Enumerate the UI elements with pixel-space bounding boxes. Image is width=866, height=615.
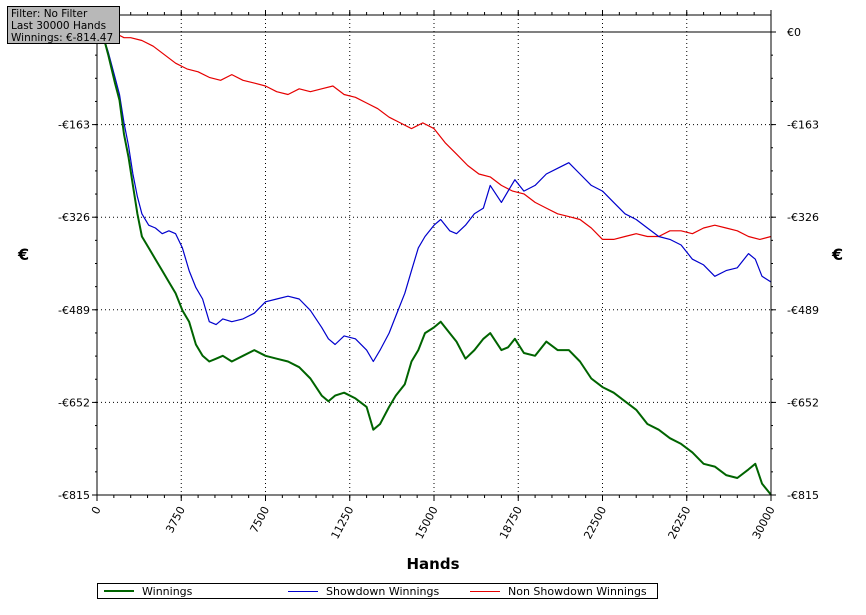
x-tick-label: 22500 [581,504,609,541]
tick-layer [92,10,776,501]
y-tick-label-right: -€163 [787,119,819,132]
x-tick-label: 30000 [750,504,778,541]
y-axis-label-right: € [832,245,844,264]
legend-item-winnings: Winnings [104,584,192,598]
series-winnings-line [96,31,772,496]
x-tick-label: 11250 [328,504,356,541]
series-non-showdown-line [97,31,772,240]
legend-label-showdown: Showdown Winnings [326,584,440,598]
series-showdown-line [96,31,772,363]
x-tick-label: 7500 [248,504,273,535]
legend-swatch-non-showdown [470,590,500,592]
series-layer [96,31,772,496]
y-tick-label-left: -€815 [58,489,90,502]
legend-swatch-winnings [104,590,134,592]
y-tick-label-right: €0 [787,26,801,39]
x-tick-label: 15000 [413,504,441,541]
x-tick-label: 18750 [497,504,525,541]
y-tick-label-left: -€326 [58,211,90,224]
y-tick-label-right: -€326 [787,211,819,224]
x-tick-label: 3750 [163,504,188,535]
winnings-total-label: Winnings: €-814.47 [11,32,114,44]
y-tick-label-right: -€489 [787,304,819,317]
tick-label-layer: €0€0-€163-€163-€326-€326-€489-€489-€652-… [58,26,819,541]
filter-label: Filter: No Filter [11,8,88,20]
legend-item-non-showdown: Non Showdown Winnings [470,584,647,598]
x-tick-label: 26250 [665,504,693,541]
filter-info-box: Filter: No Filter Last 30000 Hands Winni… [7,6,120,44]
y-tick-label-right: -€815 [787,489,819,502]
y-tick-label-left: -€163 [58,119,90,132]
y-tick-label-left: -€489 [58,304,90,317]
legend-swatch-showdown [288,590,318,592]
x-axis-label: Hands [406,555,460,573]
legend-label-winnings: Winnings [142,584,193,598]
legend-item-showdown: Showdown Winnings [288,584,439,598]
legend: Winnings Showdown Winnings Non Showdown … [97,583,658,599]
hands-count-label: Last 30000 Hands [11,20,107,32]
legend-label-non-showdown: Non Showdown Winnings [508,584,647,598]
x-tick-label: 0 [89,504,104,516]
y-tick-label-left: -€652 [58,396,90,409]
y-tick-label-right: -€652 [787,396,819,409]
y-axis-label-left: € [18,245,30,264]
grid-layer [97,15,771,495]
